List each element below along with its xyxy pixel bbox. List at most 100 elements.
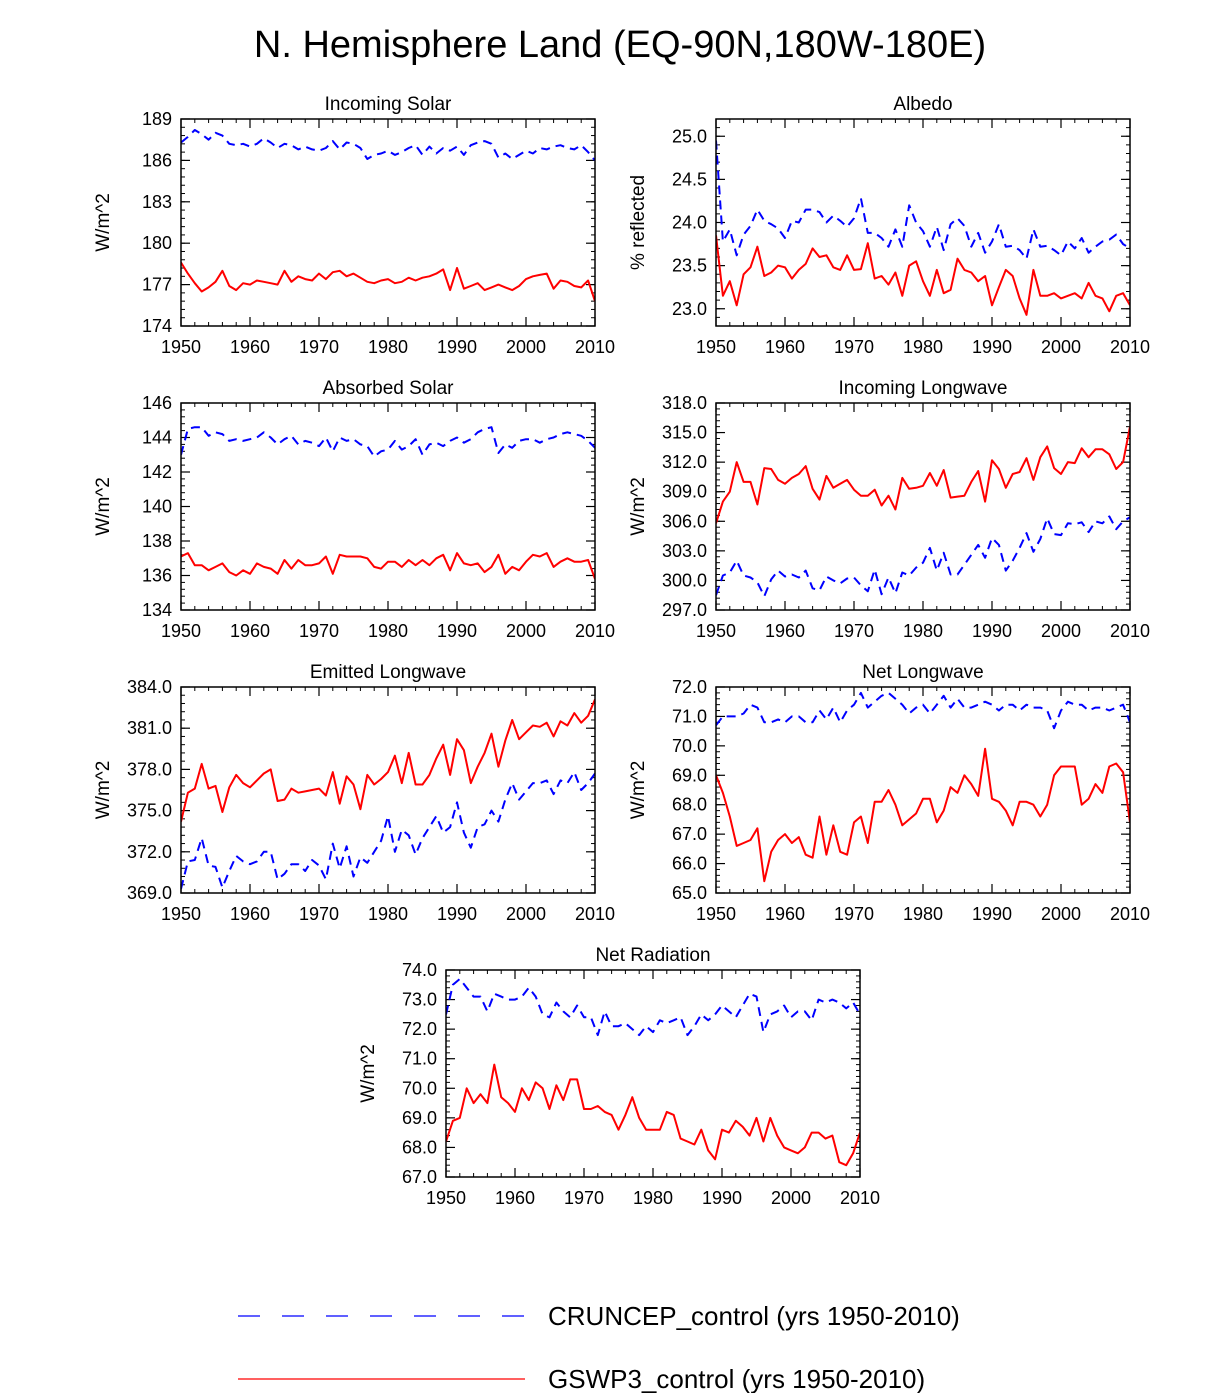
y-tick-label: 306.0 <box>662 511 707 531</box>
y-tick-label: 144 <box>142 428 172 448</box>
x-tick-label: 1960 <box>765 904 805 924</box>
y-tick-label: 140 <box>142 497 172 517</box>
y-tick-label: 134 <box>142 600 172 620</box>
y-tick-label: 189 <box>142 109 172 129</box>
y-tick-label: 65.0 <box>672 883 707 903</box>
panel-albedo: Albedo % reflected 1950 1960 1970 1980 1990 200… <box>628 94 1150 357</box>
series-line-cruncep-net-radiation <box>446 977 860 1037</box>
x-tick-label: 1970 <box>564 1188 604 1208</box>
panel-net-longwave: Net Longwave W/m^2 1950 1960 1970 1980 1990 200… <box>628 662 1150 924</box>
x-tick-label: 2000 <box>1041 904 1081 924</box>
series-line-gswp3-incoming-solar <box>181 261 595 302</box>
y-tick-label: 183 <box>142 192 172 212</box>
series-line-gswp3-absorbed-solar <box>181 552 595 580</box>
x-tick-label: 1980 <box>368 621 408 641</box>
panel-title-absorbed-solar: Absorbed Solar <box>323 378 455 399</box>
y-tick-label: 303.0 <box>662 541 707 561</box>
y-tick-label: 186 <box>142 150 172 170</box>
y-tick-label: 24.0 <box>672 213 707 233</box>
panel-absorbed-solar: Absorbed Solar W/m^2 1950 1960 1970 1980 1990 2… <box>93 378 615 641</box>
y-axis-label-net-longwave: W/m^2 <box>628 761 649 820</box>
legend-label-gswp3: GSWP3_control (yrs 1950-2010) <box>548 1364 925 1393</box>
y-tick-label: 180 <box>142 233 172 253</box>
x-tick-label: 1980 <box>903 621 943 641</box>
x-tick-label: 2010 <box>1110 621 1150 641</box>
x-tick-label: 1990 <box>437 337 477 357</box>
x-tick-label: 1990 <box>972 621 1012 641</box>
y-tick-label: 67.0 <box>672 824 707 844</box>
y-axis-label-albedo: % reflected <box>628 175 649 270</box>
x-tick-label: 1990 <box>437 621 477 641</box>
y-tick-label: 369.0 <box>127 883 172 903</box>
x-tick-label: 2010 <box>575 337 615 357</box>
x-tick-label: 1950 <box>696 904 736 924</box>
x-tick-label: 1960 <box>230 337 270 357</box>
panel-title-emitted-longwave: Emitted Longwave <box>310 662 466 683</box>
series-line-cruncep-net-longwave <box>716 691 1130 730</box>
x-tick-label: 1980 <box>633 1188 673 1208</box>
panel-title-incoming-solar: Incoming Solar <box>325 94 452 115</box>
y-tick-label: 177 <box>142 275 172 295</box>
panel-net-radiation: Net Radiation W/m^2 1950 1960 1970 1980 1990 20… <box>358 945 880 1208</box>
y-tick-label: 23.5 <box>672 256 707 276</box>
x-tick-label: 1950 <box>161 904 201 924</box>
plot-frame-incoming-longwave <box>715 402 1131 611</box>
y-tick-label: 24.5 <box>672 169 707 189</box>
y-tick-label: 375.0 <box>127 801 172 821</box>
x-tick-label: 1970 <box>299 621 339 641</box>
x-tick-label: 1950 <box>696 621 736 641</box>
y-tick-label: 309.0 <box>662 482 707 502</box>
series-line-cruncep-absorbed-solar <box>181 426 595 458</box>
y-tick-label: 384.0 <box>127 677 172 697</box>
x-tick-label: 1970 <box>834 337 874 357</box>
y-tick-label: 68.0 <box>402 1137 437 1157</box>
x-tick-label: 1950 <box>426 1188 466 1208</box>
x-tick-label: 1960 <box>495 1188 535 1208</box>
legend: CRUNCEP_control (yrs 1950-2010) GSWP3_co… <box>238 1301 960 1393</box>
x-tick-label: 2010 <box>1110 904 1150 924</box>
series-line-gswp3-albedo <box>716 235 1130 316</box>
y-axis-label-net-radiation: W/m^2 <box>358 1044 379 1103</box>
plot-frame-net-longwave <box>715 686 1131 894</box>
x-tick-label: 1960 <box>765 621 805 641</box>
y-tick-label: 67.0 <box>402 1167 437 1187</box>
y-axis-label-emitted-longwave: W/m^2 <box>93 761 114 820</box>
x-tick-label: 1950 <box>161 337 201 357</box>
y-tick-label: 142 <box>142 462 172 482</box>
x-tick-label: 1980 <box>368 904 408 924</box>
y-tick-label: 68.0 <box>672 795 707 815</box>
plot-frame-emitted-longwave <box>180 686 596 894</box>
series-line-gswp3-net-longwave <box>716 747 1130 883</box>
x-tick-label: 1950 <box>696 337 736 357</box>
x-tick-label: 2000 <box>1041 621 1081 641</box>
panel-incoming-solar: Incoming Solar W/m^2 1950 1960 1970 1980 1990 2… <box>93 94 615 357</box>
x-tick-label: 2010 <box>840 1188 880 1208</box>
x-tick-label: 1970 <box>834 621 874 641</box>
x-tick-label: 2000 <box>771 1188 811 1208</box>
y-tick-label: 72.0 <box>672 677 707 697</box>
figure-title: N. Hemisphere Land (EQ-90N,180W-180E) <box>254 24 986 66</box>
x-tick-label: 1980 <box>903 337 943 357</box>
y-tick-label: 69.0 <box>402 1108 437 1128</box>
x-tick-label: 1990 <box>437 904 477 924</box>
y-tick-label: 381.0 <box>127 718 172 738</box>
y-tick-label: 69.0 <box>672 765 707 785</box>
panel-incoming-longwave: Incoming Longwave W/m^2 1950 1960 1970 1980 19… <box>628 378 1150 641</box>
x-tick-label: 1970 <box>299 904 339 924</box>
x-tick-label: 1990 <box>702 1188 742 1208</box>
y-tick-label: 71.0 <box>672 706 707 726</box>
series-line-gswp3-net-radiation <box>446 1063 860 1167</box>
y-tick-label: 146 <box>142 393 172 413</box>
y-tick-label: 73.0 <box>402 990 437 1010</box>
panel-title-incoming-longwave: Incoming Longwave <box>839 378 1008 399</box>
y-tick-label: 23.0 <box>672 299 707 319</box>
y-tick-label: 71.0 <box>402 1049 437 1069</box>
y-tick-label: 174 <box>142 316 172 336</box>
panel-title-albedo: Albedo <box>893 94 952 115</box>
y-tick-label: 318.0 <box>662 393 707 413</box>
y-tick-label: 66.0 <box>672 854 707 874</box>
plot-frame-albedo <box>715 118 1131 327</box>
x-tick-label: 2000 <box>506 337 546 357</box>
x-tick-label: 2010 <box>575 904 615 924</box>
